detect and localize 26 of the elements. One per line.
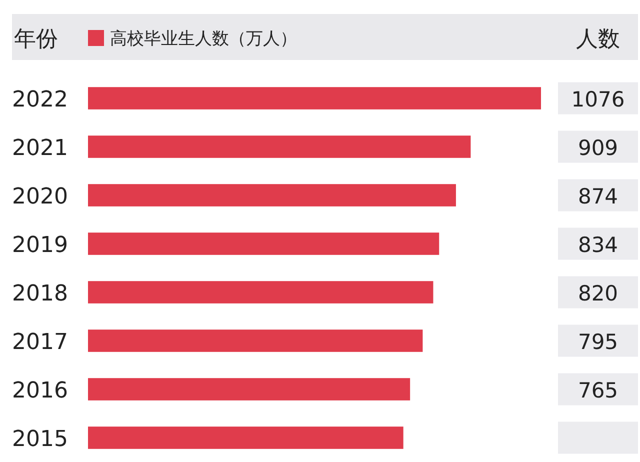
y-tick-label: 2022 (12, 87, 68, 112)
legend-label: 高校毕业生人数（万人） (110, 29, 297, 49)
text: 人数 (576, 27, 620, 52)
bar (88, 426, 404, 449)
data-label: 795 (578, 330, 618, 354)
bar (88, 184, 456, 206)
y-tick-label: 2017 (12, 330, 68, 355)
y-tick-label: 2018 (12, 281, 68, 306)
y-tick-label: 2016 (12, 378, 68, 404)
y-tick-label: 2020 (12, 184, 68, 210)
bar (88, 330, 423, 352)
data-label: 765 (578, 378, 618, 402)
bar (88, 281, 434, 304)
bar (88, 87, 541, 110)
y-axis-title: 年份 (14, 27, 58, 52)
bar (88, 378, 410, 400)
data-label: 834 (578, 232, 618, 257)
bar (88, 136, 471, 158)
y-tick-label: 2021 (12, 136, 68, 161)
y-tick-label: 2015 (12, 426, 68, 452)
data-label: 1076 (571, 87, 625, 112)
data-label: 874 (578, 184, 618, 208)
y-tick-label: 2019 (12, 232, 68, 258)
bar (88, 232, 440, 255)
data-label: 909 (578, 136, 618, 160)
data-label: 820 (578, 281, 618, 306)
